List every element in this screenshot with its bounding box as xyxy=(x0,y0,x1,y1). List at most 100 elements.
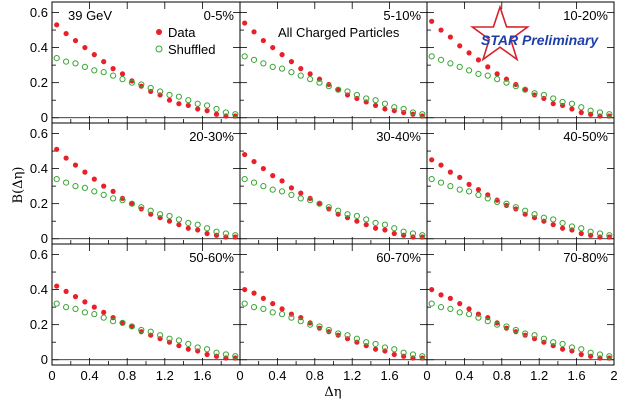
shuffled-point xyxy=(194,344,201,351)
data-point xyxy=(363,222,369,228)
shuffled-point xyxy=(288,314,295,321)
data-point xyxy=(513,329,519,335)
shuffled-point xyxy=(335,330,342,337)
shuffled-point xyxy=(335,86,342,93)
data-point xyxy=(110,188,116,194)
y-tick-label: 0.4 xyxy=(30,161,48,176)
data-point xyxy=(410,111,416,117)
shuffled-point xyxy=(175,337,182,344)
shuffled-point xyxy=(175,93,182,100)
data-point xyxy=(438,27,444,33)
data-point xyxy=(119,195,126,202)
centrality-label: 40-50% xyxy=(563,129,608,144)
shuffled-point xyxy=(494,76,501,83)
shuffled-point xyxy=(494,198,501,206)
shuffled-point xyxy=(409,230,417,237)
data-point xyxy=(72,37,79,44)
shuffled-point xyxy=(110,318,117,325)
data-point xyxy=(606,234,612,240)
shuffled-point xyxy=(72,60,79,67)
data-point xyxy=(419,234,425,240)
data-point xyxy=(166,218,173,224)
data-point xyxy=(550,101,556,107)
y-tick-label: 0 xyxy=(41,110,48,125)
data-point xyxy=(195,227,201,233)
star-icon xyxy=(469,4,531,62)
data-point xyxy=(457,174,463,180)
shuffled-point xyxy=(372,340,379,348)
shuffled-point xyxy=(606,353,613,360)
shuffled-point xyxy=(419,111,426,118)
shuffled-point xyxy=(465,311,473,318)
shuffled-point xyxy=(428,53,435,60)
shuffled-point xyxy=(185,340,192,348)
shuffled-point xyxy=(269,186,276,193)
data-point xyxy=(503,325,510,331)
shuffled-point xyxy=(400,228,407,235)
shuffled-point xyxy=(437,179,445,186)
shuffled-point xyxy=(465,188,473,195)
data-point xyxy=(279,52,285,58)
shuffled-point xyxy=(475,314,482,321)
data-point xyxy=(475,57,482,63)
shuffled-point xyxy=(353,91,360,99)
data-point xyxy=(185,102,191,109)
data-point xyxy=(457,301,463,307)
legend-marker-shuffled xyxy=(155,45,163,53)
shuffled-point xyxy=(147,84,154,92)
data-point xyxy=(335,332,341,338)
shuffled-point xyxy=(307,197,314,204)
shuffled-point xyxy=(568,344,576,351)
data-point xyxy=(298,66,304,72)
shuffled-point xyxy=(596,351,604,358)
shuffled-point xyxy=(522,330,529,337)
shuffled-point xyxy=(232,232,239,239)
shuffled-point xyxy=(578,225,585,232)
x-tick-label: 1.2 xyxy=(343,368,361,383)
data-point xyxy=(438,162,444,168)
data-point xyxy=(54,283,60,289)
shuffled-point xyxy=(484,72,491,79)
centrality-label: 30-40% xyxy=(376,129,421,144)
data-point xyxy=(232,355,238,361)
data-point xyxy=(316,325,323,331)
shuffled-point xyxy=(550,339,557,346)
x-tick-label: 1.6 xyxy=(568,368,586,383)
data-point xyxy=(129,78,135,84)
shuffled-point xyxy=(128,200,135,207)
data-point xyxy=(260,165,266,172)
centrality-label: 20-30% xyxy=(189,129,234,144)
shuffled-point xyxy=(428,300,435,307)
data-point xyxy=(260,37,266,44)
data-point xyxy=(204,108,210,114)
shuffled-point xyxy=(194,100,201,107)
data-point xyxy=(138,329,144,335)
panel-5-10%: 5-10% xyxy=(239,1,428,124)
shuffled-point xyxy=(91,188,98,195)
shuffled-point xyxy=(372,97,379,104)
panel-40-50%: 40-50% xyxy=(426,122,615,245)
shuffled-point xyxy=(157,332,164,339)
shuffled-point xyxy=(409,351,417,358)
shuffled-point xyxy=(297,318,304,325)
shuffled-point xyxy=(456,63,463,70)
data-point xyxy=(91,52,97,58)
data-point xyxy=(82,44,88,51)
shuffled-point xyxy=(344,332,351,339)
data-point xyxy=(419,355,425,361)
data-point xyxy=(54,22,60,28)
data-point xyxy=(270,301,276,307)
data-point xyxy=(447,169,453,175)
shuffled-point xyxy=(138,204,145,211)
centrality-label: 70-80% xyxy=(563,250,608,265)
y-tick-label: 0.6 xyxy=(30,247,48,262)
data-point xyxy=(419,113,425,119)
data-point xyxy=(578,109,584,116)
energy-label: 39 GeV xyxy=(68,8,112,23)
shuffled-point xyxy=(213,228,220,235)
data-point xyxy=(606,355,612,361)
shuffled-point xyxy=(512,326,519,334)
shuffled-point xyxy=(475,70,482,78)
shuffled-point xyxy=(540,91,547,99)
shuffled-point xyxy=(119,197,126,204)
